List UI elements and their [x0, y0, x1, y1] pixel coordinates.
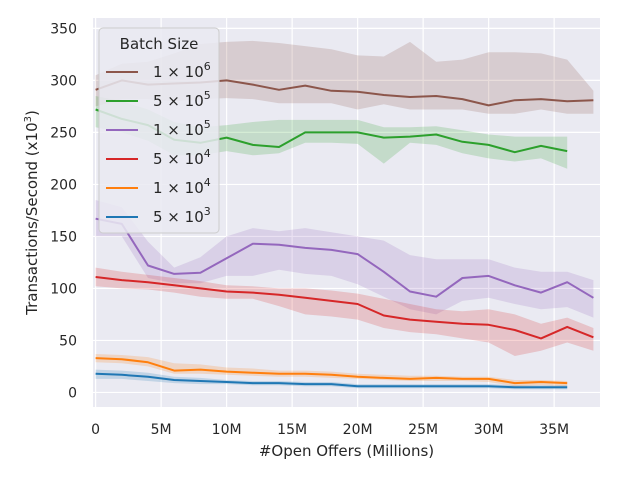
y-tick-labels: 0 50 100 150 200 250 300 350	[50, 21, 77, 401]
series-line-5e3	[95, 372, 568, 389]
y-tick-label: 100	[50, 281, 77, 297]
y-tick-label: 300	[50, 73, 77, 89]
series-line-1e5	[95, 217, 594, 299]
x-tick-label: 25M	[408, 422, 438, 438]
x-tick-label: 0	[91, 422, 100, 438]
series-line-1e4	[95, 357, 568, 385]
y-tick-label: 150	[50, 229, 77, 245]
legend-label: 1 × 106	[153, 60, 211, 81]
confidence-band-5e3	[95, 369, 568, 390]
y-tick-label: 200	[50, 177, 77, 193]
x-tick-labels: 0 5M 10M 15M 20M 25M 30M 35M	[91, 422, 569, 438]
legend-items: 1 × 106 5 × 105 1 × 105 5 × 104 1 × 104 5 × 1…	[106, 60, 211, 226]
legend-title: Batch Size	[120, 35, 199, 53]
legend-label: 5 × 104	[153, 147, 211, 168]
legend-box	[98, 27, 220, 234]
y-tick-label: 250	[50, 125, 77, 141]
x-tick-label: 5M	[151, 422, 172, 438]
x-tick-label: 30M	[474, 422, 504, 438]
series-line-5e4	[95, 276, 594, 340]
y-tick-label: 0	[68, 385, 77, 401]
confidence-band-5e4	[95, 267, 594, 356]
y-tick-label: 50	[59, 333, 77, 349]
x-axis-label: #Open Offers (Millions)	[259, 442, 434, 460]
y-tick-label: 350	[50, 21, 77, 37]
legend-label: 5 × 105	[153, 89, 211, 110]
x-tick-label: 15M	[277, 422, 307, 438]
x-tick-label: 10M	[212, 422, 242, 438]
legend-label: 1 × 105	[153, 118, 211, 139]
confidence-band-1e5	[95, 200, 594, 318]
x-tick-label: 20M	[343, 422, 373, 438]
x-tick-label: 35M	[539, 422, 569, 438]
legend-label: 1 × 104	[153, 176, 211, 197]
legend-label: 5 × 103	[153, 205, 211, 226]
confidence-band-1e6	[95, 40, 594, 114]
y-axis-label: Transactions/Second (x103)	[23, 110, 41, 316]
